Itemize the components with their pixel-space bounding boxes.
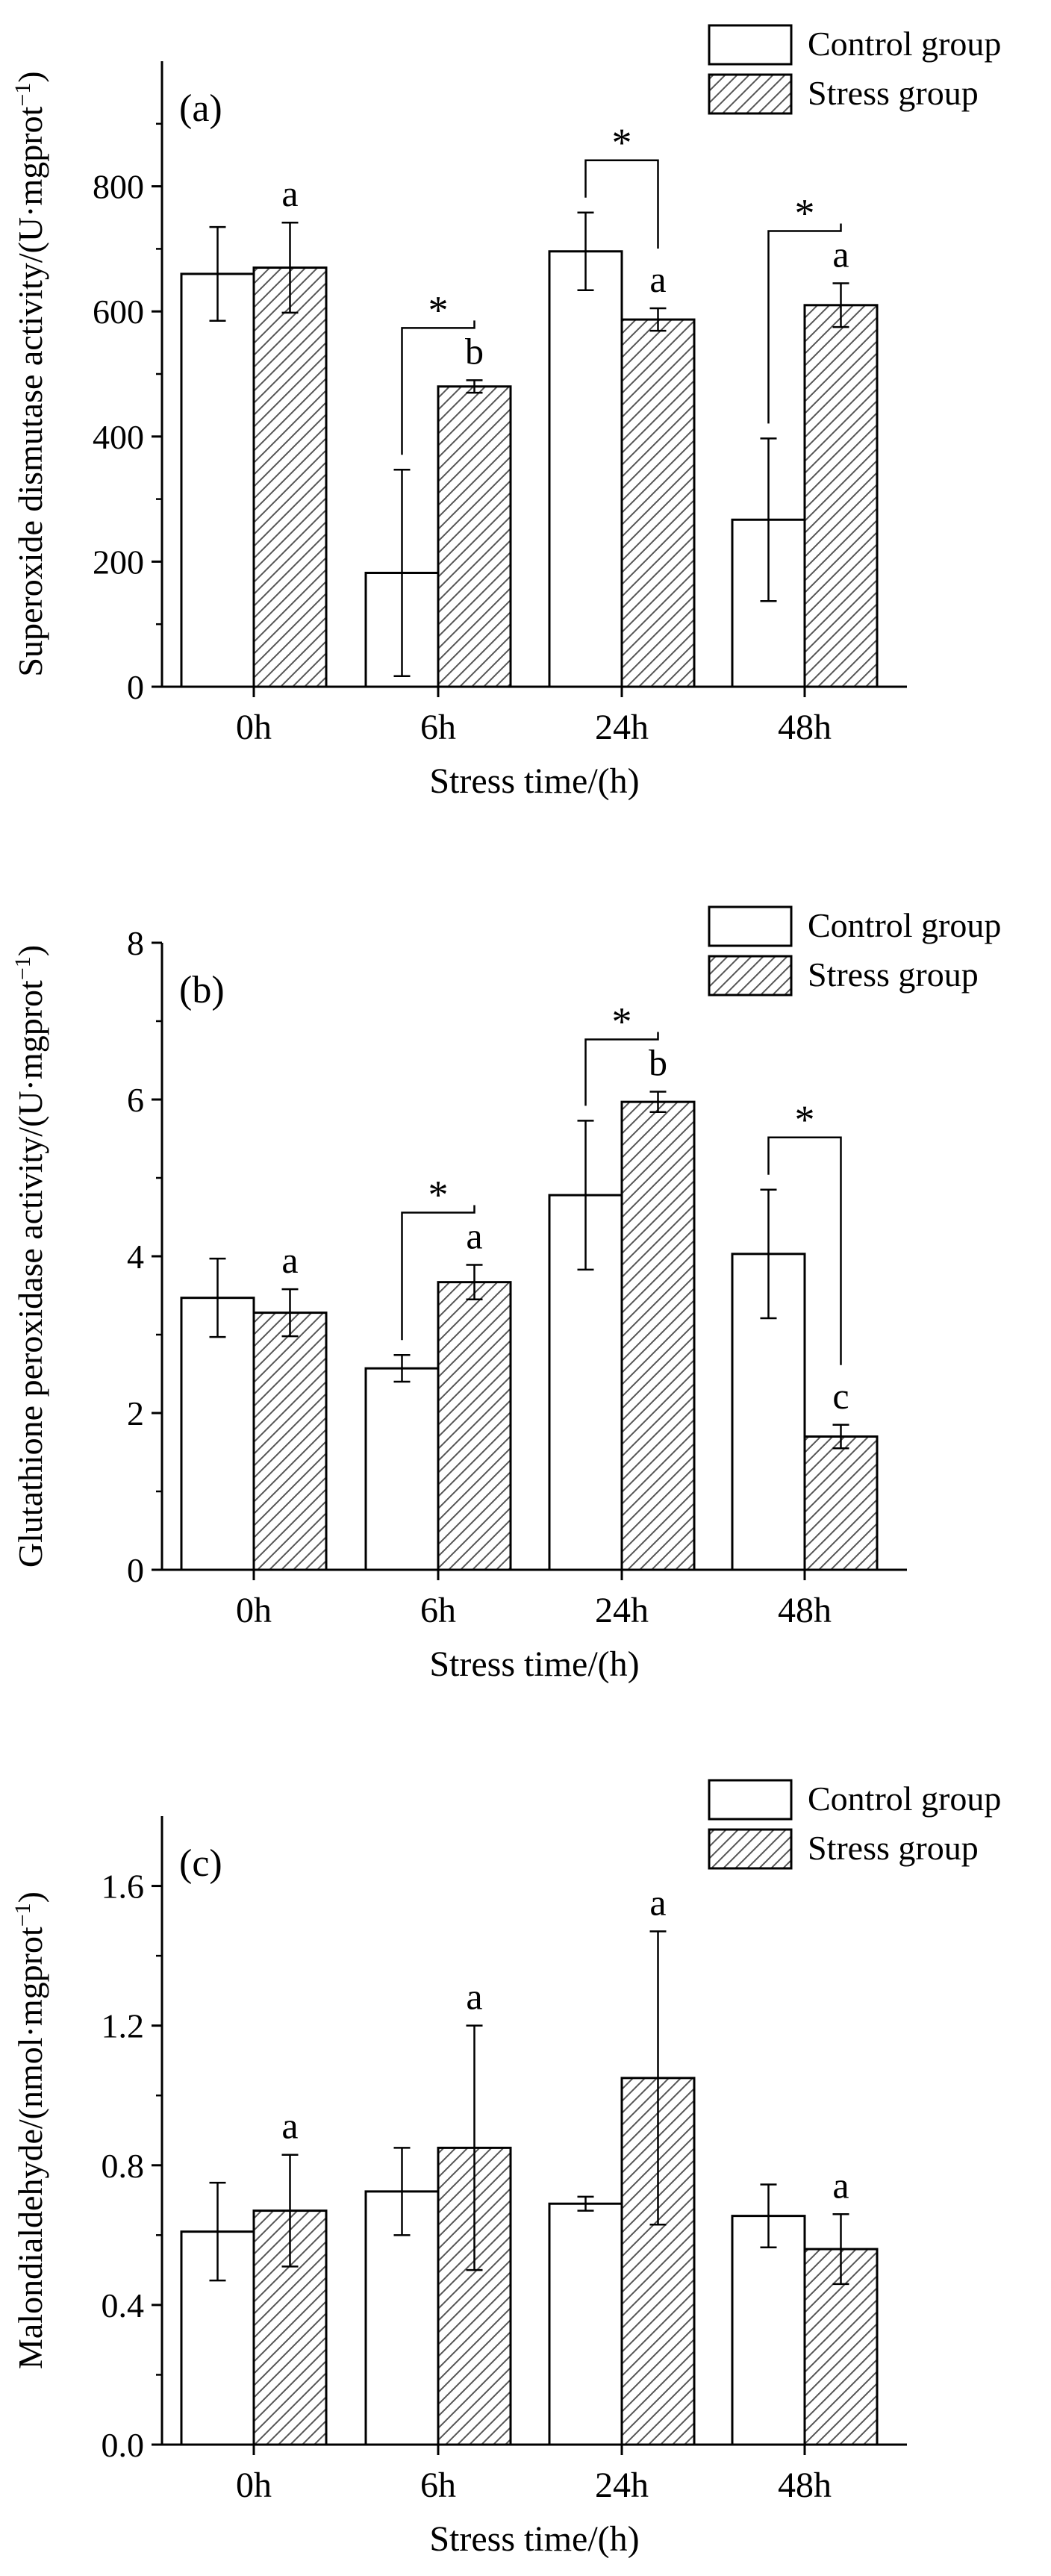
y-axis-label-superscript: −1 xyxy=(10,83,35,107)
y-axis-label-superscript: −1 xyxy=(10,1903,35,1927)
group-letter: a xyxy=(832,233,849,275)
group-letter: a xyxy=(649,258,666,300)
significance-mark: * xyxy=(612,999,632,1044)
group-letter: b xyxy=(649,1042,667,1084)
y-axis-label-main: Glutathione peroxidase activity/(U·mgpro… xyxy=(11,980,49,1568)
bar-stress xyxy=(620,1100,696,1571)
significance-mark: * xyxy=(428,287,449,332)
y-axis-label: Superoxide dismutase activity/(U·mgprot−… xyxy=(10,71,49,676)
group-letter: a xyxy=(281,172,298,214)
x-tick-label: 0h xyxy=(236,2466,272,2505)
y-axis-label: Malondialdehyde/(nmol·mgprot−1) xyxy=(10,1892,49,2369)
x-axis-label: Stress time/(h) xyxy=(429,2519,639,2559)
bar-control xyxy=(180,272,255,688)
y-tick-label: 1.2 xyxy=(102,2007,145,2045)
x-axis-label: Stress time/(h) xyxy=(429,1644,639,1684)
chart-panel-b: 0 2 4 6 8 0h 6h 24h 48h Stress time/(h) Glutathion… xyxy=(10,905,1001,1684)
group-letter: c xyxy=(832,1375,849,1417)
bar-control xyxy=(548,250,623,688)
x-tick-label: 24h xyxy=(595,1591,649,1630)
y-tick-label: 400 xyxy=(93,418,144,456)
bar-control xyxy=(180,1297,255,1571)
y-tick-label: 0.8 xyxy=(102,2147,145,2185)
x-tick-label: 6h xyxy=(420,708,456,747)
group-letter: a xyxy=(466,1215,482,1257)
x-tick-label: 0h xyxy=(236,708,272,747)
y-tick-label: 0.4 xyxy=(102,2286,145,2324)
legend-swatch-control xyxy=(708,1779,793,1821)
legend-label-control: Control group xyxy=(808,906,1001,944)
y-tick-label: 2 xyxy=(127,1394,144,1432)
x-axis-label: Stress time/(h) xyxy=(429,761,639,801)
group-letter: a xyxy=(281,2105,298,2147)
bar-stress xyxy=(437,1281,512,1571)
y-axis-label-close: ) xyxy=(11,1892,49,1903)
group-letter: a xyxy=(466,1976,482,2018)
legend-swatch-stress xyxy=(708,955,793,997)
y-axis-label-main: Malondialdehyde/(nmol·mgprot xyxy=(11,1927,49,2369)
significance-bracket xyxy=(401,320,475,455)
significance-bracket xyxy=(584,1032,659,1106)
chart-panel-a: 0 200 400 600 800 0h 6h 24h 48h Stress time/(h) Su… xyxy=(10,24,1001,801)
group-letter: a xyxy=(832,2164,849,2206)
legend-swatch-control xyxy=(708,905,793,947)
legend-label-stress: Stress group xyxy=(808,74,979,112)
legend-label-stress: Stress group xyxy=(808,955,979,994)
significance-mark: * xyxy=(428,1173,449,1217)
x-tick-label: 6h xyxy=(420,1591,456,1630)
legend-label-stress: Stress group xyxy=(808,1829,979,1867)
group-letter: a xyxy=(281,1239,298,1281)
y-tick-label: 200 xyxy=(93,543,144,581)
bar-stress xyxy=(252,1312,328,1571)
legend-label-control: Control group xyxy=(808,25,1001,63)
x-tick-label: 24h xyxy=(595,708,649,747)
y-tick-label: 6 xyxy=(127,1081,144,1119)
y-axis-label-close: ) xyxy=(11,945,49,956)
y-axis-label: Glutathione peroxidase activity/(U·mgpro… xyxy=(10,945,49,1568)
x-tick-label: 0h xyxy=(236,1591,272,1630)
significance-bracket xyxy=(767,1136,842,1365)
panel-label: (c) xyxy=(179,1842,222,1885)
legend-swatch-control xyxy=(708,24,793,66)
y-axis-label-superscript: −1 xyxy=(10,956,35,980)
significance-mark: * xyxy=(795,1097,815,1142)
y-tick-label: 1.6 xyxy=(102,1868,145,1906)
x-tick-label: 24h xyxy=(595,2466,649,2505)
significance-mark: * xyxy=(795,190,815,235)
bar-control xyxy=(548,2202,623,2446)
group-letter: b xyxy=(465,330,484,372)
panel-label: (a) xyxy=(179,87,222,130)
y-tick-label: 4 xyxy=(127,1238,144,1276)
x-tick-label: 48h xyxy=(778,1591,832,1630)
group-letter: a xyxy=(649,1881,666,1923)
y-tick-label: 800 xyxy=(93,168,144,206)
significance-bracket xyxy=(767,223,842,424)
y-tick-label: 0 xyxy=(127,1551,144,1589)
bar-stress xyxy=(437,385,512,688)
y-axis-label-main: Superoxide dismutase activity/(U·mgprot xyxy=(11,106,49,676)
legend-swatch-stress xyxy=(708,73,793,115)
x-tick-label: 48h xyxy=(778,708,832,747)
x-tick-label: 48h xyxy=(778,2466,832,2505)
y-tick-label: 600 xyxy=(93,293,144,331)
significance-bracket xyxy=(401,1205,475,1341)
y-tick-label: 0.0 xyxy=(102,2426,145,2464)
y-tick-label: 8 xyxy=(127,924,144,962)
significance-mark: * xyxy=(612,120,632,165)
legend-swatch-stress xyxy=(708,1828,793,1870)
bar-stress xyxy=(252,266,328,688)
bar-control xyxy=(364,1367,440,1571)
panel-label: (b) xyxy=(179,969,225,1011)
bar-stress xyxy=(803,304,879,688)
y-axis-label-close: ) xyxy=(11,71,49,82)
bar-stress xyxy=(803,1435,879,1571)
bar-control xyxy=(731,2215,806,2446)
x-tick-label: 6h xyxy=(420,2466,456,2505)
y-tick-label: 0 xyxy=(127,668,144,706)
chart-panel-c: 0.0 0.4 0.8 1.2 1.6 0h 6h 24h 48h Stress time/(h)… xyxy=(10,1779,1001,2559)
legend-label-control: Control group xyxy=(808,1780,1001,1818)
bar-stress xyxy=(620,318,696,688)
significance-bracket xyxy=(584,159,659,249)
